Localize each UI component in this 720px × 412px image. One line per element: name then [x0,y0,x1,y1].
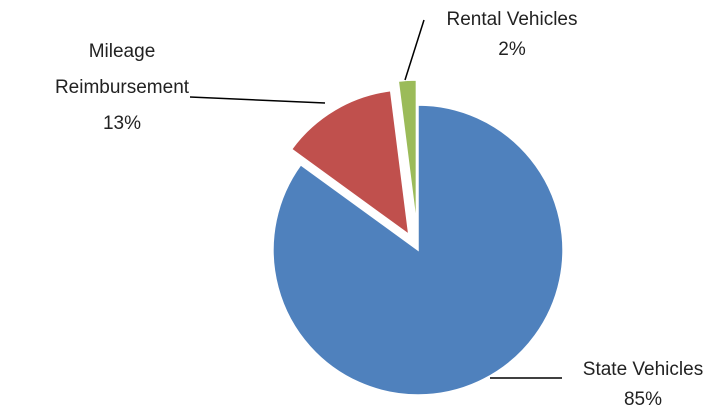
value-label: 13% [103,113,141,134]
leader-line [189,96,326,104]
pie-slice [272,104,564,396]
category-label: State Vehicles [583,359,703,380]
leader-line [404,19,425,81]
category-label: Rental Vehicles [447,9,578,30]
pie-slice [397,79,418,226]
value-label: 2% [498,39,526,60]
category-label: Mileage Reimbursement [55,41,190,98]
pie-slice [290,89,410,237]
value-label: 85% [624,389,662,410]
